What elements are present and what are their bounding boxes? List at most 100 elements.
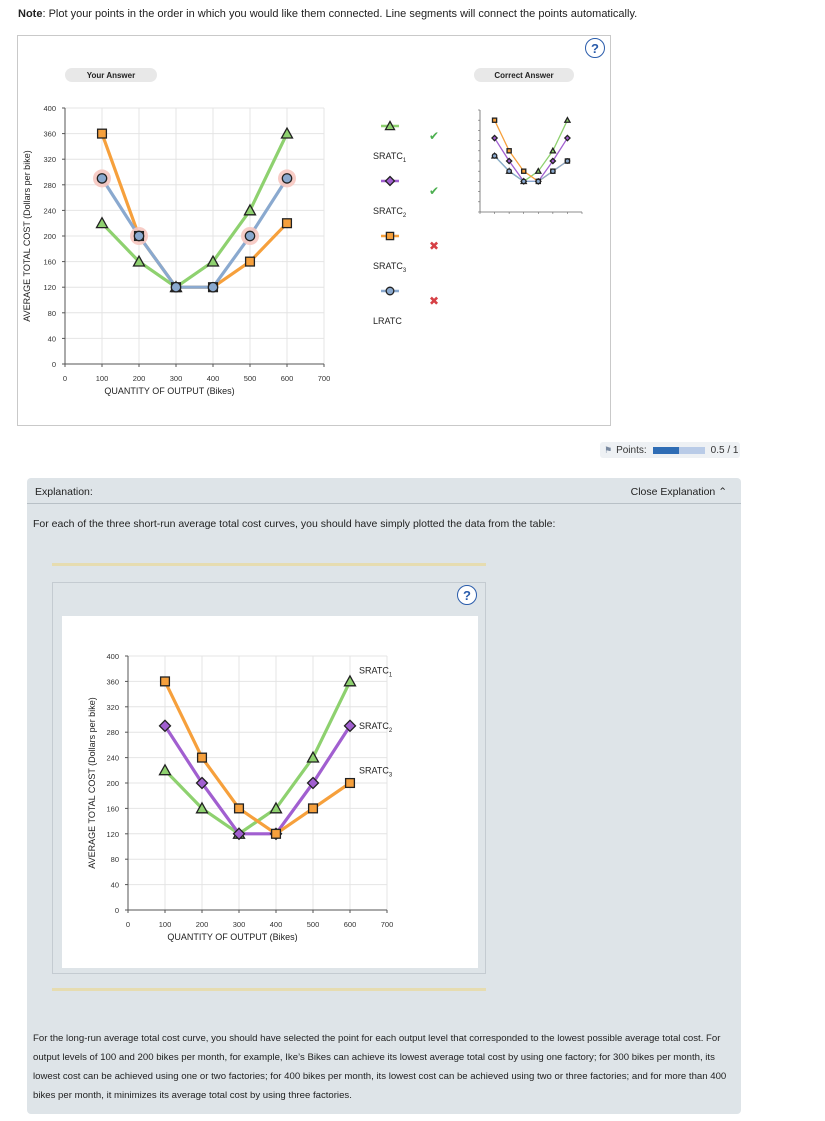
- explanation-help-icon[interactable]: ?: [457, 585, 477, 605]
- flag-icon: ⚑: [604, 444, 613, 455]
- y-tick-label: 0: [52, 360, 56, 369]
- curve-label: SRATC3: [359, 765, 393, 778]
- y-tick-label: 280: [43, 181, 56, 190]
- thumb-point-lratc: [535, 178, 542, 185]
- data-point-sratc1: [243, 203, 257, 216]
- explanation-chart: 0 40 80 120 160 200 240 280 320 360 400 0 100 200 300 4…: [87, 652, 393, 942]
- thumb-point-sratc3: [506, 148, 512, 154]
- data-point-sratc1: [306, 750, 320, 763]
- explanation-intro: For each of the three short-run average …: [33, 518, 556, 530]
- y-tick-label: 40: [48, 334, 56, 343]
- y-tick-label: 80: [111, 855, 119, 864]
- note-text: : Plot your points in the order in which…: [42, 8, 638, 20]
- series-line-sratc1: [100, 132, 289, 289]
- your-answer-chart[interactable]: 0 40 80 120 160 200 240 280 320 360 400 0 100 200 300 4…: [18, 36, 612, 427]
- y-tick-label: 280: [106, 728, 119, 737]
- x-tick-label: 400: [207, 374, 220, 383]
- y-tick-label: 240: [43, 206, 56, 215]
- close-explanation-label: Close Explanation: [630, 486, 716, 498]
- divider: [52, 563, 486, 566]
- thumb-point-lratc: [549, 168, 556, 175]
- data-point-sratc3: [233, 803, 245, 814]
- y-tick-label: 320: [106, 703, 119, 712]
- legend-label-name: SRATC: [373, 206, 403, 216]
- curve-palette[interactable]: SRATC1✔SRATC2✔SRATC3✖LRATC✖: [18, 36, 612, 427]
- y-tick-label: 160: [106, 804, 119, 813]
- points-label: Points:: [616, 444, 647, 456]
- check-icon: ✔: [429, 184, 439, 198]
- x-tick-label: 200: [133, 374, 146, 383]
- legend-marker-square: [385, 231, 395, 241]
- correct-answer-pill[interactable]: Correct Answer: [474, 68, 574, 82]
- y-tick-label: 200: [43, 232, 56, 241]
- data-point-sratc1: [343, 674, 357, 687]
- data-point-sratc1: [269, 801, 283, 814]
- explanation-graph-panel: ? 0 40 80 120 160 200 240 280 320 360 400 0 100 200 30…: [52, 582, 486, 974]
- curve-label-name: SRATC: [359, 765, 389, 775]
- data-point-sratc3: [159, 676, 171, 687]
- y-axis-label: AVERAGE TOTAL COST (Dollars per bike): [87, 697, 97, 868]
- cross-icon: ✖: [429, 239, 439, 253]
- curve-label-sub: 3: [389, 772, 393, 778]
- your-answer-pill[interactable]: Your Answer: [65, 68, 157, 82]
- curve-label-sub: 1: [389, 672, 393, 678]
- help-icon[interactable]: ?: [585, 38, 605, 58]
- thumb-point-sratc2: [505, 157, 513, 165]
- x-tick-label: 500: [244, 374, 257, 383]
- legend-label: SRATC1: [373, 151, 407, 164]
- points-bar-fill: [652, 446, 679, 454]
- data-point-sratc1: [95, 216, 109, 229]
- x-tick-label: 600: [281, 374, 294, 383]
- data-point-lratc: [96, 173, 108, 184]
- series-line-lratc: [100, 177, 289, 289]
- y-tick-label: 0: [115, 906, 119, 915]
- thumb-point-sratc3: [491, 117, 498, 123]
- check-icon: ✔: [429, 129, 439, 143]
- data-point-sratc2: [158, 719, 172, 733]
- data-point-sratc3: [281, 218, 293, 229]
- y-tick-label: 80: [48, 309, 56, 318]
- data-point-sratc2: [195, 776, 209, 790]
- close-explanation-button[interactable]: Close Explanation ⌃: [631, 486, 727, 498]
- x-axis-label: QUANTITY OF OUTPUT (Bikes): [167, 932, 297, 942]
- instruction-note: Note: Plot your points in the order in w…: [18, 8, 637, 20]
- x-tick-label: 700: [318, 374, 331, 383]
- x-tick-label: 500: [307, 920, 320, 929]
- thumb-point-lratc: [491, 153, 498, 159]
- y-tick-label: 360: [43, 130, 56, 139]
- y-tick-label: 240: [106, 754, 119, 763]
- thumb-point-sratc2: [549, 157, 557, 165]
- graph-panel: ? Your Answer Correct Answer 0 40 80 120 160…: [17, 35, 611, 426]
- data-point-sratc1: [195, 801, 209, 814]
- y-tick-label: 160: [43, 258, 56, 267]
- thumb-point-sratc3: [520, 168, 527, 174]
- thumb-point-lratc: [506, 168, 513, 175]
- thumb-point-sratc1: [534, 167, 542, 174]
- series-line-sratc3: [163, 680, 351, 836]
- thumb-point-lratc: [520, 178, 527, 185]
- legend-label-name: SRATC: [373, 261, 403, 271]
- y-tick-label: 40: [111, 881, 119, 890]
- x-tick-label: 100: [96, 374, 109, 383]
- data-point-sratc1: [206, 254, 220, 267]
- explanation-header: Explanation: Close Explanation ⌃: [27, 478, 741, 504]
- curve-label: SRATC2: [359, 721, 393, 734]
- curve-label-name: SRATC: [359, 721, 389, 731]
- points-indicator: ⚑ Points: 0.5 / 1: [600, 442, 740, 458]
- y-tick-label: 120: [106, 830, 119, 839]
- data-point-lratc: [281, 173, 293, 184]
- thumb-point-sratc1: [563, 116, 572, 123]
- y-axis-label: AVERAGE TOTAL COST (Dollars per bike): [22, 150, 32, 321]
- data-point-sratc3: [196, 752, 208, 763]
- thumb-point-sratc1: [549, 146, 557, 154]
- data-point-sratc3: [344, 777, 356, 789]
- y-tick-label: 200: [106, 779, 119, 788]
- points-bar: [652, 446, 705, 454]
- data-point-sratc2: [232, 827, 246, 841]
- data-point-sratc1: [158, 763, 172, 776]
- explanation-title: Explanation:: [35, 486, 93, 498]
- y-tick-label: 120: [43, 283, 56, 292]
- x-tick-label: 400: [270, 920, 283, 929]
- x-tick-label: 300: [233, 920, 246, 929]
- data-point-sratc3: [96, 128, 108, 139]
